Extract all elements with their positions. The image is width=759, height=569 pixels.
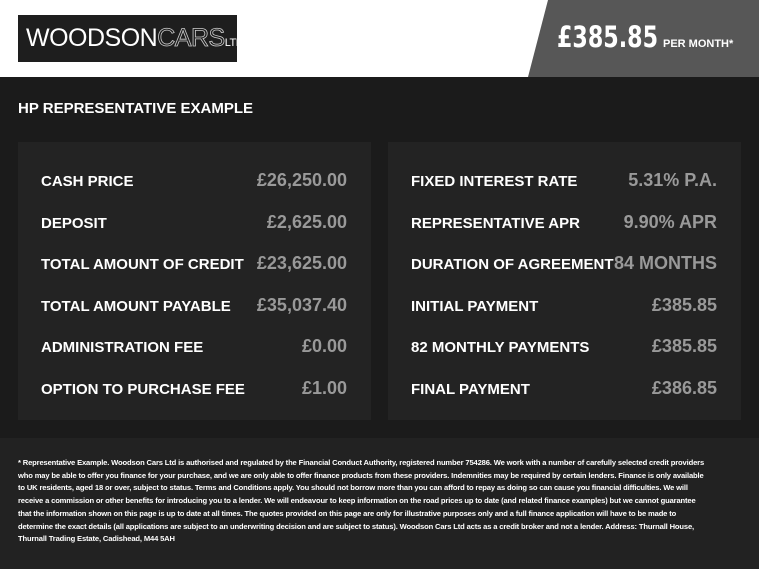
row-label: FIXED INTEREST RATE xyxy=(411,173,578,190)
row-label: FINAL PAYMENT xyxy=(411,380,530,398)
finance-row: DURATION OF AGREEMENT 84 MONTHS xyxy=(411,253,717,277)
row-value: £0.00 xyxy=(301,336,347,356)
logo[interactable]: WOODSONCARSLTD xyxy=(18,15,244,62)
row-label: DURATION OF AGREEMENT xyxy=(411,256,614,273)
left-panel: CASH PRICE £26,250.00 DEPOSIT £2,625.00 TOTA… xyxy=(18,142,371,420)
section-title: HP REPRESENTATIVE EXAMPLE xyxy=(18,100,254,117)
per-month-label: PER MONTH* xyxy=(663,38,734,50)
logo-text-main: WOODSON xyxy=(26,24,158,52)
row-value: 5.31% P.A. xyxy=(628,170,717,190)
logo-text-accent: CARS xyxy=(157,24,226,53)
finance-row: TOTAL AMOUNT PAYABLE £35,037.40 xyxy=(41,295,347,319)
monthly-price: £385.85 xyxy=(557,20,659,54)
finance-row: INITIAL PAYMENT £385.85 xyxy=(411,295,717,319)
row-value: £1.00 xyxy=(301,377,347,398)
row-label: REPRESENTATIVE APR xyxy=(411,214,580,232)
row-label: 82 MONTHLY PAYMENTS xyxy=(411,339,590,356)
finance-row: DEPOSIT £2,625.00 xyxy=(41,212,347,236)
row-value: 9.90% APR xyxy=(623,211,717,232)
finance-row: TOTAL AMOUNT OF CREDIT £23,625.00 xyxy=(41,253,347,277)
row-label: CASH PRICE xyxy=(41,173,134,190)
logo-text-suffix: LTD xyxy=(224,37,244,49)
finance-row: REPRESENTATIVE APR 9.90% APR xyxy=(411,212,717,236)
row-value: 84 MONTHS xyxy=(613,253,717,273)
row-value: £35,037.40 xyxy=(256,294,347,315)
finance-row: FIXED INTEREST RATE 5.31% P.A. xyxy=(411,170,717,194)
row-value: £386.85 xyxy=(651,377,717,398)
right-panel: FIXED INTEREST RATE 5.31% P.A. REPRESENTAT… xyxy=(388,142,741,420)
row-label: TOTAL AMOUNT PAYABLE xyxy=(41,297,231,315)
row-value: £26,250.00 xyxy=(256,170,347,190)
finance-row: 82 MONTHLY PAYMENTS £385.85 xyxy=(411,336,717,360)
disclaimer-text: * Representative Example. Woodson Cars L… xyxy=(18,458,705,544)
footer: * Representative Example. Woodson Cars L… xyxy=(0,438,759,569)
finance-row: CASH PRICE £26,250.00 xyxy=(41,170,347,194)
row-value: £2,625.00 xyxy=(266,211,347,232)
row-label: OPTION TO PURCHASE FEE xyxy=(41,380,245,398)
price-banner xyxy=(528,0,759,77)
finance-row: OPTION TO PURCHASE FEE £1.00 xyxy=(41,378,347,402)
header: WOODSONCARSLTD £385.85 PER MONTH* xyxy=(0,0,759,77)
row-label: INITIAL PAYMENT xyxy=(411,297,539,315)
row-label: DEPOSIT xyxy=(41,214,107,232)
row-value: £23,625.00 xyxy=(256,253,347,273)
row-label: TOTAL AMOUNT OF CREDIT xyxy=(41,256,244,273)
finance-row: ADMINISTRATION FEE £0.00 xyxy=(41,336,347,360)
row-value: £385.85 xyxy=(651,336,717,356)
finance-row: FINAL PAYMENT £386.85 xyxy=(411,378,717,402)
row-value: £385.85 xyxy=(651,294,717,315)
row-label: ADMINISTRATION FEE xyxy=(41,339,204,356)
